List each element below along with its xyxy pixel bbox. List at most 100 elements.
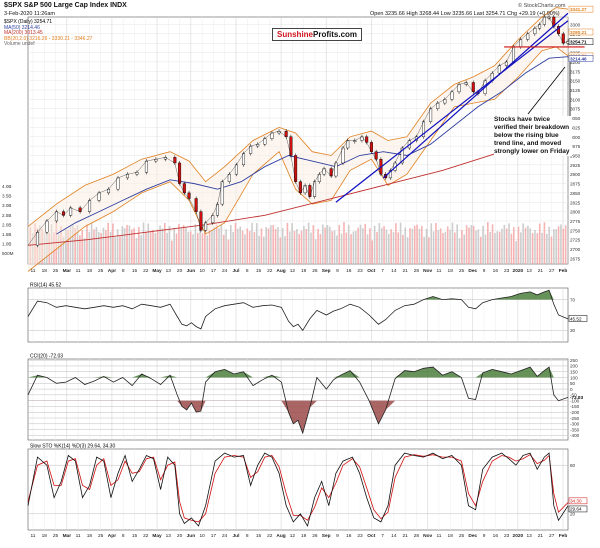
volume-bar: [294, 231, 296, 264]
volume-bar: [529, 229, 531, 264]
indicator-tick-label: -150: [570, 404, 580, 409]
volume-bar: [388, 234, 390, 264]
symbol-title: $SPX S&P 500 Large Cap Index INDX: [4, 2, 127, 9]
volume-bar: [447, 227, 449, 264]
volume-bar: [213, 227, 215, 264]
volume-bar: [360, 225, 362, 264]
volume-bar: [105, 230, 107, 264]
indicator-tick-label: 200: [570, 364, 578, 369]
x-tick-label: 14: [391, 268, 397, 274]
volume-bar: [166, 233, 168, 264]
volume-tick-label: 2.0B: [2, 222, 11, 227]
indicator-tick-label: -250: [570, 416, 580, 421]
volume-bar: [195, 224, 197, 264]
candle-body: [36, 232, 39, 245]
volume-bar: [558, 226, 560, 264]
volume-bar: [178, 224, 180, 264]
volume-bar: [334, 231, 336, 264]
indicator-tick-label: -300: [570, 422, 580, 427]
x-tick-label: 26: [312, 268, 318, 274]
volume-bar: [461, 230, 463, 264]
volume-bar: [298, 234, 300, 264]
volume-bar: [449, 230, 451, 264]
x-tick-label: 16: [346, 268, 352, 274]
volume-bar: [239, 227, 241, 264]
volume-bar: [218, 228, 220, 264]
volume-bar: [407, 237, 409, 264]
volume-bar: [183, 225, 185, 264]
volume-bar: [353, 232, 355, 264]
volume-bar: [119, 236, 121, 264]
volume-bar: [501, 229, 503, 264]
volume-bar: [287, 223, 289, 264]
x-tick-label-bottom: 9: [336, 533, 339, 539]
volume-bar: [485, 234, 487, 264]
volume-bar: [256, 223, 258, 264]
x-tick-label-bottom: 9: [483, 533, 486, 539]
volume-bar: [364, 224, 366, 264]
x-tick-label: Aug: [276, 268, 285, 274]
candle-body: [145, 161, 148, 172]
x-tick-label: 19: [301, 268, 307, 274]
volume-bar: [381, 228, 383, 264]
volume-bar: [322, 224, 324, 264]
volume-bar: [452, 223, 454, 264]
x-tick-label: 8: [122, 268, 125, 274]
indicator-tick-label: 150: [570, 370, 578, 375]
price-tick-label: 2925: [570, 163, 581, 168]
volume-bar: [91, 223, 93, 264]
x-tick-label-bottom: 18: [87, 533, 93, 539]
sto-last-label: 29.64: [570, 507, 582, 512]
volume-bar: [492, 224, 494, 264]
volume-bar: [216, 225, 218, 264]
price-tick-label: 2875: [570, 182, 581, 187]
price-tick-label: 2675: [570, 256, 581, 261]
volume-bar: [277, 227, 279, 264]
volume-bar: [280, 237, 282, 264]
volume-bar: [395, 223, 397, 264]
volume-bar: [272, 225, 274, 264]
volume-bar: [263, 237, 265, 264]
x-tick-label-bottom: 2020: [513, 533, 524, 539]
volume-bar: [313, 225, 315, 264]
volume-bar: [456, 224, 458, 264]
volume-bar: [232, 232, 234, 264]
volume-bar: [254, 232, 256, 264]
volume-bar: [152, 230, 154, 264]
volume-bar: [518, 227, 520, 264]
volume-tick-label: 1.5B: [2, 232, 11, 237]
volume-bar: [143, 222, 145, 264]
volume-bar: [471, 225, 473, 264]
volume-bar: [291, 223, 293, 264]
volume-bar: [430, 223, 432, 264]
candle-body: [46, 221, 49, 232]
volume-bar: [466, 225, 468, 264]
volume-bar: [251, 223, 253, 264]
volume-bar: [544, 222, 546, 264]
volume-bar: [440, 228, 442, 264]
volume-tick-label: 2.5B: [2, 213, 11, 218]
volume-bar: [426, 229, 428, 264]
x-tick-label-bottom: 22: [267, 533, 273, 539]
volume-bar: [275, 229, 277, 264]
volume-bar: [428, 237, 430, 264]
volume-bar: [390, 229, 392, 264]
volume-bar: [369, 228, 371, 264]
price-label: 3254.71: [570, 40, 587, 45]
x-tick-label: Apr: [108, 268, 116, 274]
volume-bar: [235, 223, 237, 264]
x-tick-label: 18: [42, 268, 48, 274]
volume-bar: [107, 223, 109, 264]
x-tick-label-bottom: 12: [290, 533, 296, 539]
volume-bar: [190, 231, 192, 264]
volume-bar: [489, 232, 491, 264]
volume-bar: [414, 226, 416, 264]
annotation-note: Stocks have twice verified their breakdo…: [494, 116, 572, 156]
volume-bar: [341, 234, 343, 264]
volume-bar: [355, 231, 357, 264]
volume-bar: [515, 241, 517, 264]
volume-bar: [487, 222, 489, 264]
volume-bar: [506, 229, 508, 264]
indicator-tick-label: 80: [570, 463, 576, 468]
x-tick-label: 2020: [513, 268, 524, 274]
